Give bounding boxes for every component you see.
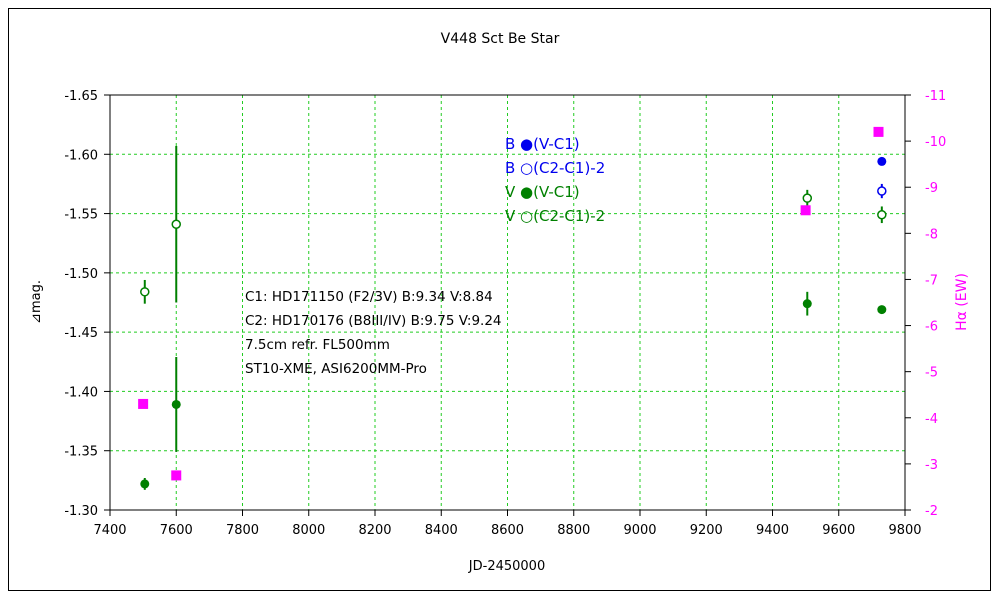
series-open bbox=[877, 183, 887, 199]
x-axis-label: JD-2450000 bbox=[468, 559, 545, 574]
data-point-open bbox=[877, 186, 887, 196]
x-tick-label: 7400 bbox=[93, 523, 126, 538]
legend: B ●(V-C1) B ○(C2-C1)-2 V ●(V-C1) V ○(C2-C1)… bbox=[505, 135, 605, 225]
halpha-point bbox=[873, 126, 884, 137]
y-right-tick-label: -8 bbox=[925, 227, 938, 242]
y-right-tick-label: -2 bbox=[925, 504, 938, 519]
y-right-tick-label: -6 bbox=[925, 320, 938, 335]
legend-entry: V ●(V-C1) bbox=[505, 183, 580, 201]
y-right-tick-label: -3 bbox=[925, 458, 938, 473]
y-right-tick-label: -5 bbox=[925, 366, 938, 381]
x-tick-label: 8000 bbox=[292, 523, 325, 538]
y-left-tick-label: -1.55 bbox=[64, 208, 98, 223]
x-tick-label: 7600 bbox=[160, 523, 193, 538]
y-right-tick-label: -9 bbox=[925, 181, 938, 196]
data-point-filled bbox=[171, 399, 181, 409]
annotation-line: ST10-XME, ASI6200MM-Pro bbox=[245, 361, 427, 377]
y-right-tick-label: -4 bbox=[925, 412, 938, 427]
x-tick-label: 8600 bbox=[491, 523, 524, 538]
y-left-tick-label: -1.65 bbox=[64, 89, 98, 104]
annotation-line: 7.5cm refr. FL500mm bbox=[245, 337, 390, 353]
x-tick-label: 8800 bbox=[557, 523, 590, 538]
outer-frame bbox=[8, 8, 991, 591]
series-square bbox=[138, 126, 884, 481]
data-point-filled bbox=[877, 305, 887, 315]
legend-entry: B ○(C2-C1)-2 bbox=[505, 159, 605, 177]
y-right-tick-label: -10 bbox=[925, 135, 946, 150]
halpha-point bbox=[800, 205, 811, 216]
annotations: C1: HD171150 (F2/3V) B:9.34 V:8.84 C2: HD… bbox=[245, 289, 502, 377]
ticks: 7400 7600 7800 8000 8200 8400 8600 8800 9000 9200… bbox=[64, 89, 946, 538]
data-point-filled bbox=[140, 479, 150, 489]
annotation-line: C1: HD171150 (F2/3V) B:9.34 V:8.84 bbox=[245, 289, 493, 305]
legend-entry: V ○(C2-C1)-2 bbox=[505, 207, 605, 225]
y-right-tick-label: -7 bbox=[925, 273, 938, 288]
data-point-open bbox=[140, 287, 150, 297]
x-tick-label: 8400 bbox=[425, 523, 458, 538]
data-point-filled bbox=[877, 156, 887, 166]
chart-title: V448 Sct Be Star bbox=[441, 31, 560, 47]
y-left-tick-label: -1.60 bbox=[64, 148, 98, 163]
legend-entry: B ●(V-C1) bbox=[505, 135, 580, 153]
x-tick-label: 9400 bbox=[756, 523, 789, 538]
grid bbox=[110, 95, 905, 510]
data-point-open bbox=[877, 210, 887, 220]
y-axis-left-label: ⊿mag. bbox=[29, 280, 44, 324]
y-left-tick-label: -1.50 bbox=[64, 267, 98, 282]
halpha-point bbox=[138, 398, 149, 409]
y-axis-right-label: Hα (EW) bbox=[954, 273, 970, 331]
x-tick-label: 9600 bbox=[822, 523, 855, 538]
data-point-open bbox=[802, 193, 813, 203]
data-point-filled bbox=[802, 299, 812, 309]
x-tick-label: 9000 bbox=[623, 523, 656, 538]
halpha-point bbox=[171, 470, 182, 481]
x-tick-label: 9800 bbox=[888, 523, 921, 538]
y-left-tick-label: -1.45 bbox=[64, 326, 98, 341]
series-filled bbox=[140, 291, 887, 490]
y-left-tick-label: -1.30 bbox=[64, 504, 98, 519]
x-tick-label: 9200 bbox=[690, 523, 723, 538]
series-filled bbox=[877, 156, 887, 166]
data-point-open bbox=[171, 219, 181, 229]
y-right-tick-label: -11 bbox=[925, 89, 946, 104]
data-points bbox=[138, 126, 887, 490]
annotation-line: C2: HD170176 (B8III/IV) B:9.75 V:9.24 bbox=[245, 313, 502, 329]
x-tick-label: 8200 bbox=[358, 523, 391, 538]
series-open bbox=[140, 145, 887, 304]
y-left-tick-label: -1.35 bbox=[64, 445, 98, 460]
x-tick-label: 7800 bbox=[226, 523, 259, 538]
y-left-tick-label: -1.40 bbox=[64, 385, 98, 400]
